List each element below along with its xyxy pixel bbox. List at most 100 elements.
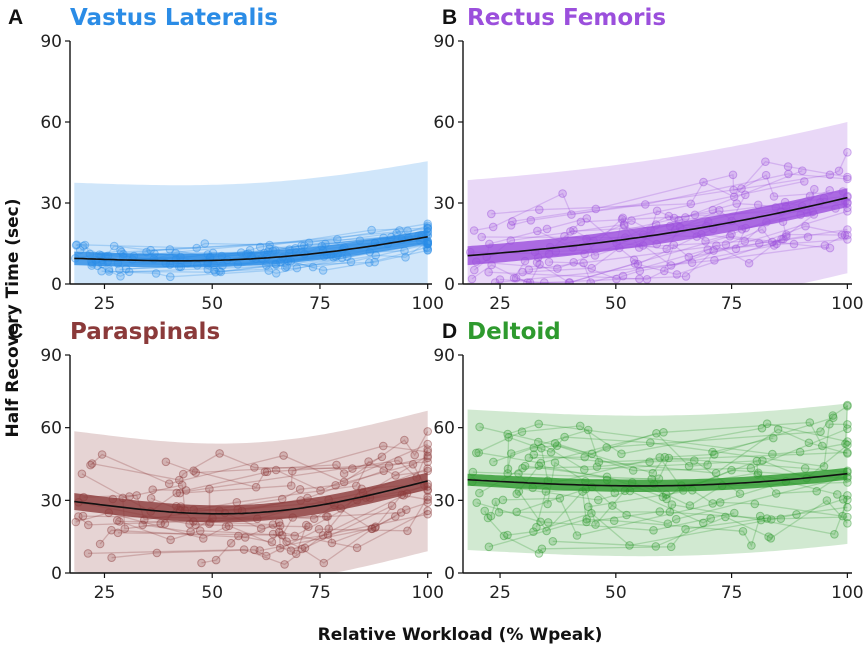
subject-line — [588, 480, 787, 508]
data-point — [594, 457, 604, 467]
data-point — [400, 435, 409, 445]
data-point — [534, 461, 544, 471]
data-point — [580, 452, 590, 462]
data-point — [365, 258, 374, 267]
data-point — [395, 226, 404, 235]
data-point — [475, 422, 484, 432]
subject-line — [488, 233, 842, 280]
fitted-curve — [74, 236, 428, 262]
y-tick-label: 90 — [40, 346, 62, 366]
data-point — [820, 241, 830, 250]
data-point — [715, 498, 725, 507]
data-point — [740, 237, 750, 246]
subject-line — [663, 225, 848, 272]
data-point — [268, 529, 278, 539]
data-point — [240, 533, 250, 542]
data-point — [402, 505, 411, 515]
data-point — [339, 469, 349, 478]
data-point — [308, 262, 318, 272]
data-point — [542, 224, 552, 234]
data-point — [107, 553, 116, 563]
data-point — [348, 464, 357, 473]
prediction-band — [74, 410, 428, 573]
y-tick-label: 90 — [433, 346, 455, 366]
x-tick-label: 50 — [201, 294, 223, 314]
data-point — [732, 199, 742, 208]
data-point — [423, 439, 433, 449]
subject-line — [488, 515, 761, 548]
subject-line — [507, 423, 848, 474]
data-point — [803, 232, 813, 242]
data-point — [175, 488, 185, 498]
data-point — [535, 205, 544, 214]
data-point — [205, 484, 214, 494]
data-point — [331, 481, 340, 490]
data-point — [627, 216, 636, 225]
subject-line — [510, 174, 843, 226]
data-point — [234, 531, 243, 541]
data-point — [572, 531, 582, 540]
data-point — [569, 258, 579, 267]
data-point — [580, 465, 589, 474]
data-point — [271, 269, 281, 278]
subject-line — [554, 417, 834, 474]
subject-line — [471, 238, 784, 284]
x-tick-label: 100 — [411, 294, 443, 314]
subject-line — [552, 499, 848, 548]
data-point — [239, 545, 249, 554]
data-point — [262, 551, 271, 561]
data-point — [536, 517, 545, 527]
data-point — [277, 530, 287, 540]
data-point — [537, 443, 546, 453]
x-tick-label: 50 — [201, 583, 223, 603]
data-point — [475, 488, 484, 498]
panel-d: 0 30 60 90 25 50 75 100 D Deltoid — [433, 319, 863, 603]
subject-line — [99, 505, 393, 549]
data-point — [703, 460, 712, 470]
data-point — [625, 541, 634, 550]
fitted-curve — [74, 480, 428, 515]
data-point — [186, 527, 195, 537]
data-point — [486, 511, 496, 521]
confidence-band — [74, 472, 428, 523]
data-point — [260, 467, 270, 477]
data-point — [295, 485, 305, 494]
data-point — [652, 429, 661, 438]
data-point — [472, 498, 482, 508]
subject-line — [512, 152, 848, 223]
panel-letter: A — [8, 6, 23, 29]
subject-line — [502, 495, 849, 537]
data-point — [731, 244, 741, 253]
data-point — [642, 275, 652, 284]
data-point — [112, 516, 122, 525]
data-point — [843, 225, 852, 234]
subject-line — [507, 429, 848, 469]
data-point — [728, 170, 738, 180]
data-point — [666, 261, 676, 270]
data-point — [489, 457, 498, 467]
data-point — [467, 274, 477, 284]
data-point — [664, 211, 674, 221]
data-point — [805, 418, 815, 427]
subject-line — [76, 230, 428, 251]
data-point — [290, 531, 300, 541]
subject-line — [478, 421, 823, 464]
data-point — [822, 496, 832, 505]
data-point — [594, 495, 603, 505]
data-point — [651, 542, 661, 551]
data-point — [120, 524, 130, 534]
data-point — [512, 507, 522, 517]
subject-line — [548, 238, 848, 284]
data-point — [264, 266, 274, 275]
data-point — [706, 514, 716, 523]
data-point — [548, 537, 558, 546]
data-point — [769, 241, 779, 250]
data-point — [721, 512, 730, 522]
data-point — [87, 459, 97, 468]
data-point — [506, 449, 516, 458]
data-point — [333, 235, 342, 244]
data-point — [843, 424, 852, 434]
data-point — [843, 174, 852, 184]
data-point — [165, 245, 175, 254]
data-point — [773, 425, 783, 434]
